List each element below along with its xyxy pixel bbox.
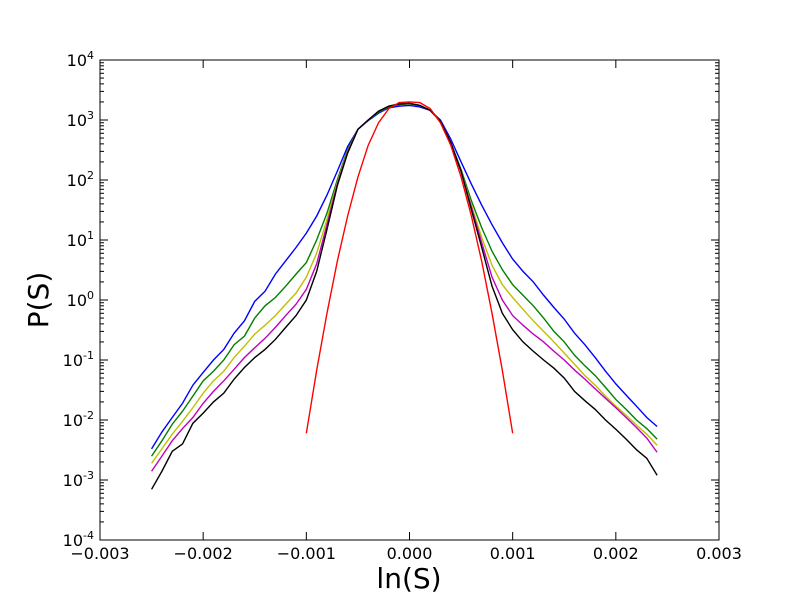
y-tick-label-2: 10-2 xyxy=(63,409,94,430)
series-line-2 xyxy=(150,103,658,457)
x-tick-label-4: 0.001 xyxy=(490,544,536,563)
series-line-1 xyxy=(150,104,658,450)
x-tick-labels: −0.003 −0.002 −0.001 0.000 0.001 0.002 0.003 xyxy=(70,544,742,563)
y-tick-label-1: 10-3 xyxy=(63,469,94,490)
x-tick-label-3: 0.000 xyxy=(387,544,433,563)
y-tick-label-4: 100 xyxy=(67,289,94,310)
y-tick-labels: 10-4 10-3 10-2 10-1 100 101 102 103 104 xyxy=(63,49,94,550)
x-tick-label-1: −0.002 xyxy=(174,544,233,563)
ticks-layer xyxy=(99,59,720,541)
x-tick-label-2: −0.001 xyxy=(277,544,336,563)
series-line-6 xyxy=(305,101,514,434)
series-layer xyxy=(150,101,658,490)
y-tick-label-8: 104 xyxy=(67,49,94,70)
series-line-5 xyxy=(150,102,658,490)
y-tick-label-7: 103 xyxy=(67,109,94,130)
y-tick-label-5: 101 xyxy=(67,229,94,250)
y-tick-label-3: 10-1 xyxy=(63,349,94,370)
y-axis-label: P(S) xyxy=(22,272,55,329)
x-axis-label: ln(S) xyxy=(376,562,441,595)
series-line-4 xyxy=(151,102,658,472)
x-tick-label-0: −0.003 xyxy=(70,544,129,563)
y-tick-label-6: 102 xyxy=(67,169,94,190)
x-tick-label-6: 0.003 xyxy=(696,544,742,563)
plot-area-frame xyxy=(99,59,720,541)
series-line-3 xyxy=(151,102,658,464)
y-tick-label-0: 10-4 xyxy=(63,529,94,550)
x-tick-label-5: 0.002 xyxy=(593,544,639,563)
